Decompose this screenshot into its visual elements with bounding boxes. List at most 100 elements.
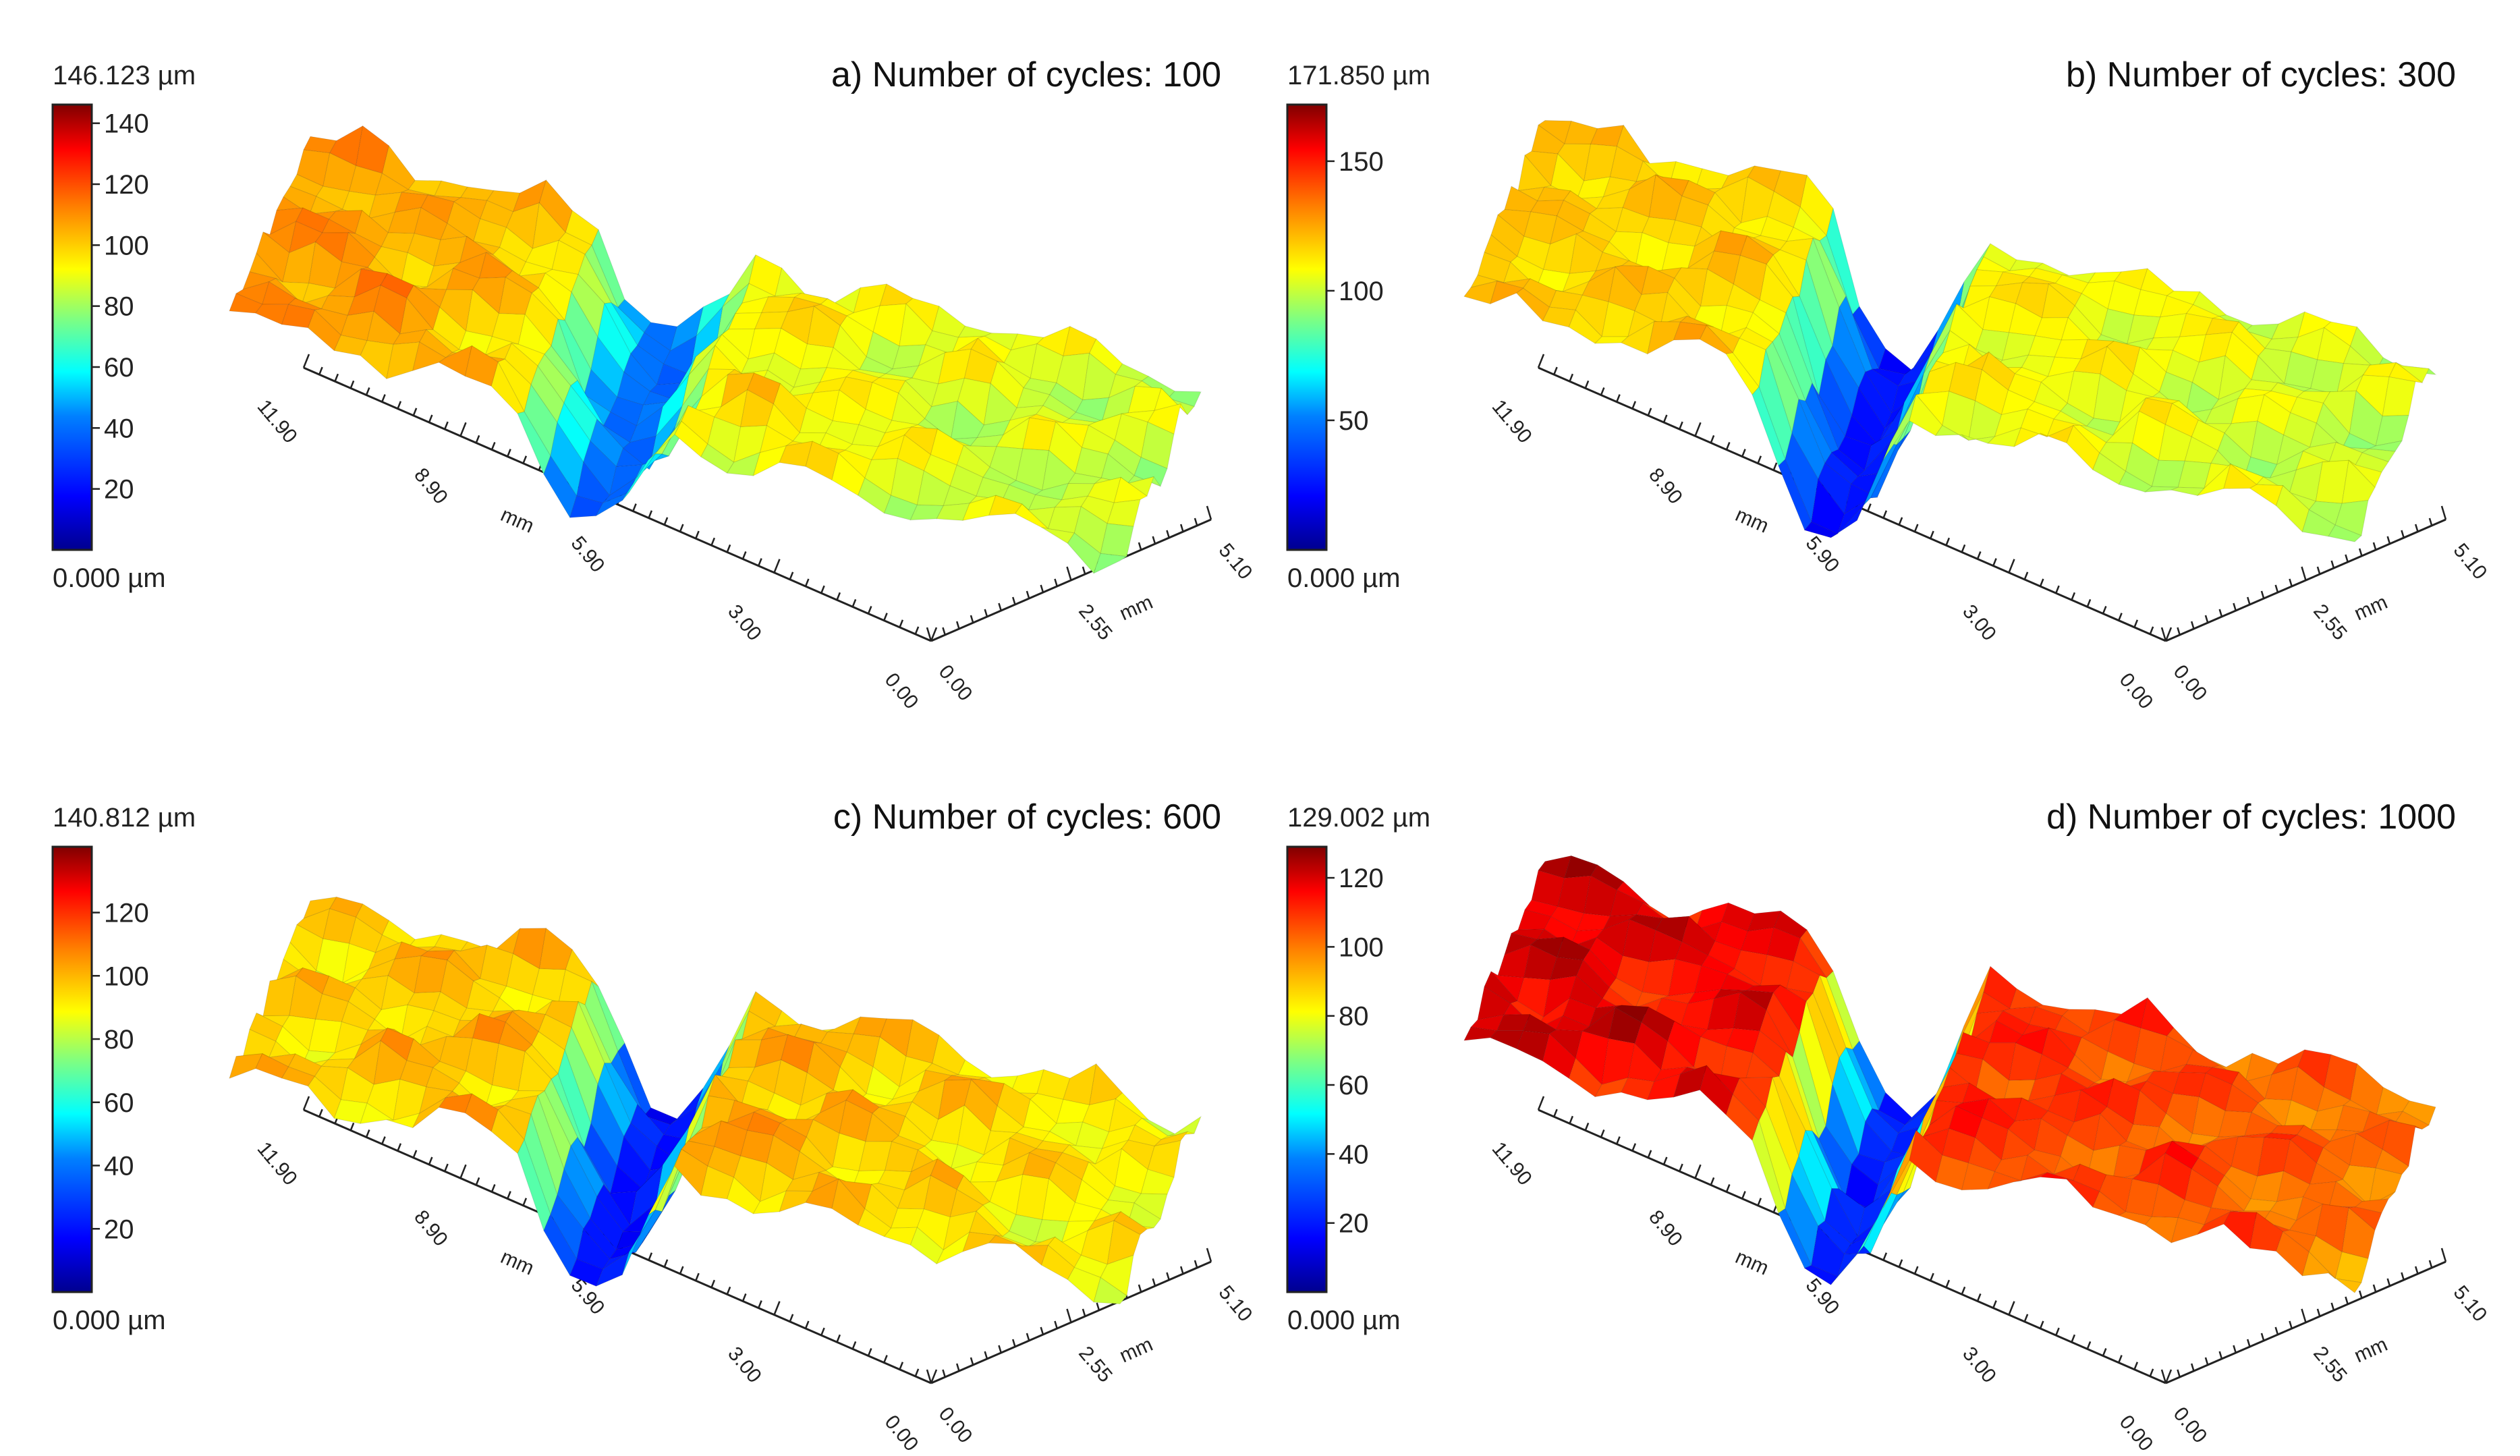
long-axis-tick bbox=[930, 1369, 938, 1384]
short-axis-tick bbox=[1040, 1326, 1044, 1335]
long-axis-tick bbox=[1662, 1156, 1668, 1165]
long-axis-tick-label: 8.90 bbox=[410, 1206, 452, 1251]
long-axis-tick bbox=[1757, 455, 1762, 464]
panel-b: 171.850 µm 0.000 µm 150 100 50 b) Number of c… bbox=[1286, 55, 2491, 713]
long-axis-tick bbox=[1945, 1279, 1951, 1288]
short-axis-tick bbox=[2160, 1369, 2167, 1384]
long-axis-tick bbox=[758, 558, 762, 567]
long-axis-tick-label: 0.00 bbox=[2115, 1411, 2158, 1455]
surface-facet bbox=[1093, 553, 1128, 574]
short-axis-tick bbox=[2274, 584, 2279, 593]
short-axis-tick bbox=[2316, 1308, 2321, 1317]
long-axis-tick bbox=[1600, 387, 1605, 395]
short-axis-tick bbox=[2401, 1272, 2405, 1281]
short-axis-tick bbox=[2233, 603, 2237, 611]
long-axis-tick bbox=[726, 1286, 731, 1295]
short-axis-label: mm bbox=[1116, 591, 1156, 625]
short-axis-tick bbox=[1066, 1308, 1072, 1323]
long-axis-tick bbox=[804, 578, 810, 587]
colorbar-min-label: 0.000 µm bbox=[53, 563, 166, 593]
long-axis-tick bbox=[648, 1252, 653, 1261]
short-axis-tick bbox=[1066, 566, 1072, 581]
long-axis-tick bbox=[914, 626, 920, 635]
long-axis-tick bbox=[1537, 1096, 1545, 1111]
short-axis-tick bbox=[926, 627, 932, 642]
short-axis-tick bbox=[2301, 566, 2307, 581]
long-axis-tick bbox=[2133, 1362, 2139, 1370]
colorbar-min-label: 0.000 µm bbox=[1287, 1306, 1401, 1335]
short-axis-tick bbox=[2316, 566, 2321, 575]
long-axis-tick bbox=[1710, 435, 1715, 443]
long-axis-tick bbox=[428, 1156, 433, 1165]
long-axis-tick bbox=[1757, 1198, 1762, 1206]
short-axis-tick-label: 0.00 bbox=[934, 1403, 977, 1447]
surface-plot bbox=[229, 896, 1202, 1305]
short-axis-tick bbox=[1138, 1284, 1142, 1293]
short-axis-tick bbox=[2247, 1339, 2251, 1347]
short-axis-tick bbox=[998, 1345, 1002, 1353]
short-axis-tick bbox=[970, 615, 974, 623]
short-axis-tick bbox=[2177, 627, 2181, 636]
long-axis-label: mm bbox=[497, 1245, 537, 1279]
short-axis-tick bbox=[1152, 1278, 1156, 1287]
long-axis-tick bbox=[459, 1164, 467, 1179]
long-axis-tick bbox=[1992, 558, 1997, 567]
short-axis-tick bbox=[2359, 548, 2363, 557]
short-axis-tick bbox=[942, 1369, 946, 1378]
colorbar bbox=[51, 845, 93, 1293]
surface-facet bbox=[2328, 1272, 2362, 1293]
long-axis-tick bbox=[2039, 1320, 2044, 1329]
long-axis-tick bbox=[2118, 613, 2123, 621]
long-axis-tick bbox=[1882, 510, 1888, 519]
long-axis-tick bbox=[397, 401, 402, 410]
long-axis-tick bbox=[695, 1272, 700, 1281]
colorbar bbox=[51, 103, 93, 551]
long-axis-tick bbox=[1961, 1286, 1966, 1295]
long-axis-tick bbox=[2102, 1348, 2107, 1356]
colorbar-tick-label: 40 bbox=[104, 414, 134, 443]
colorbar-tick-label: 150 bbox=[1339, 147, 1384, 177]
long-axis-tick-label: 3.00 bbox=[1958, 600, 2000, 645]
long-axis-tick bbox=[412, 1150, 418, 1158]
long-axis-tick bbox=[397, 1143, 402, 1152]
long-axis-tick bbox=[899, 619, 904, 628]
short-axis-tick bbox=[1012, 1339, 1016, 1347]
long-axis-tick bbox=[867, 1348, 872, 1356]
short-axis-tick-label: 0.00 bbox=[2169, 1403, 2212, 1447]
long-axis-tick bbox=[883, 1355, 888, 1364]
panel-title: a) Number of cycles: 100 bbox=[831, 55, 1221, 94]
colorbar-tick-label: 50 bbox=[1339, 406, 1369, 436]
colorbar-max-label: 171.850 µm bbox=[1287, 61, 1430, 90]
long-axis-tick bbox=[789, 571, 794, 580]
long-axis-tick bbox=[2118, 1355, 2123, 1364]
long-axis-tick-label: 11.90 bbox=[253, 1138, 302, 1189]
long-axis-tick bbox=[726, 544, 731, 553]
short-axis-tick bbox=[1026, 1333, 1030, 1341]
short-axis-tick bbox=[1012, 596, 1016, 605]
short-axis-tick-label: 0.00 bbox=[934, 661, 977, 705]
long-axis-tick bbox=[1725, 442, 1731, 450]
colorbar-max-label: 140.812 µm bbox=[53, 803, 196, 833]
long-axis-tick bbox=[1930, 530, 1934, 539]
long-axis-tick bbox=[663, 517, 669, 526]
surface-facet bbox=[2328, 524, 2362, 542]
short-axis-tick bbox=[2289, 578, 2293, 587]
long-axis-tick bbox=[1882, 1252, 1888, 1261]
long-axis-tick-label: 5.90 bbox=[1801, 532, 1844, 577]
long-axis-tick bbox=[2102, 606, 2107, 614]
panel-d: 129.002 µm 0.000 µm 120 100 80 60 40 20 d) Numbe… bbox=[1286, 797, 2491, 1455]
long-axis-tick bbox=[2055, 585, 2060, 594]
long-axis-tick bbox=[851, 598, 857, 607]
long-axis-tick bbox=[820, 585, 825, 594]
long-axis-tick bbox=[365, 387, 370, 395]
long-axis-tick bbox=[412, 408, 418, 416]
colorbar-tick-label: 20 bbox=[104, 1214, 134, 1244]
long-axis-tick-label: 8.90 bbox=[1644, 1206, 1687, 1251]
short-axis-tick bbox=[1194, 1260, 1198, 1268]
colorbar-min-label: 0.000 µm bbox=[53, 1306, 166, 1335]
long-axis-tick bbox=[2055, 1327, 2060, 1336]
long-axis-tick bbox=[710, 537, 716, 546]
long-axis-tick-label: 0.00 bbox=[2115, 669, 2158, 713]
long-axis-tick bbox=[2039, 578, 2044, 587]
short-axis-tick bbox=[942, 627, 946, 636]
